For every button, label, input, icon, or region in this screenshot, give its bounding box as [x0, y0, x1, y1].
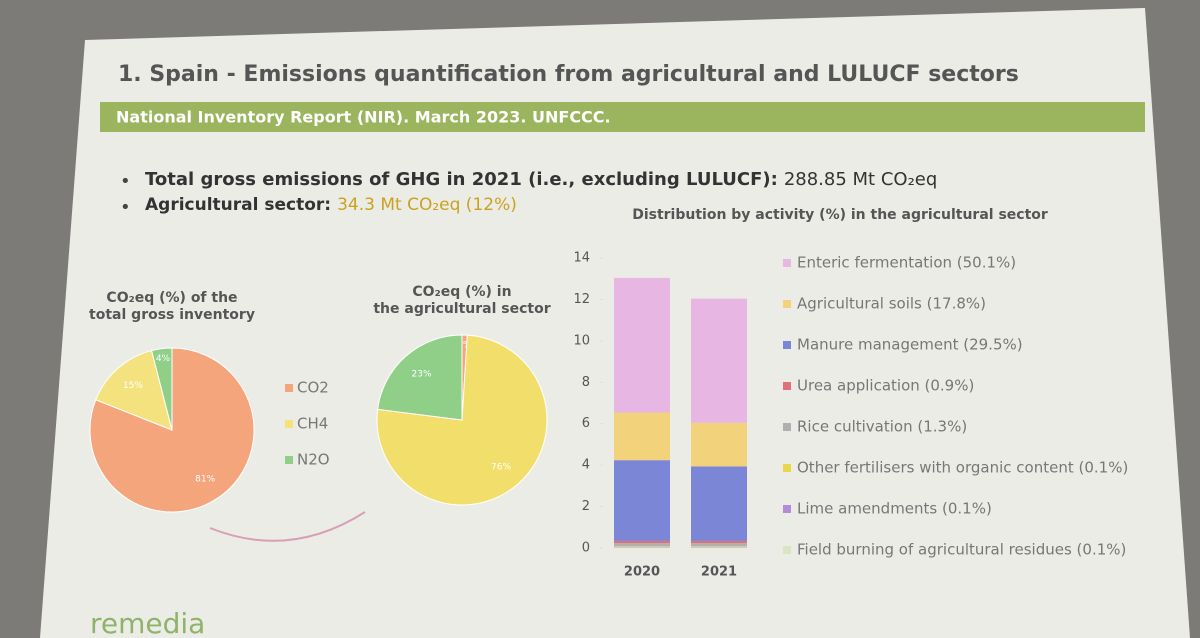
bullet-label: Agricultural sector:	[145, 195, 331, 215]
pie-slice	[95, 349, 173, 431]
legend-swatch	[285, 420, 293, 428]
legend-swatch	[285, 456, 293, 464]
legend-label: CH4	[297, 415, 328, 433]
legend-swatch	[783, 382, 791, 390]
x-tick-label: 2021	[701, 565, 737, 580]
y-tick-label: 2	[582, 499, 590, 514]
legend-label: Enteric fermentation (50.1%)	[797, 254, 1016, 272]
value-label: 76%	[491, 463, 511, 473]
value-label: 1%	[457, 341, 472, 351]
y-tick-label: 4	[582, 458, 590, 473]
legend-label: Rice cultivation (1.3%)	[797, 418, 967, 436]
legend-label: Manure management (29.5%)	[797, 336, 1023, 354]
bullet-text: Total gross emissions of GHG in 2021 (i.…	[145, 169, 937, 190]
y-tick-label: 8	[582, 375, 590, 390]
legend-label: CO2	[297, 379, 329, 397]
value-label: 23%	[412, 370, 432, 380]
legend-label: Field burning of agricultural residues (…	[797, 541, 1126, 559]
value-label: 4%	[156, 354, 171, 364]
legend-label: Lime amendments (0.1%)	[797, 500, 992, 518]
pie-slice	[89, 347, 255, 513]
legend-swatch	[783, 546, 791, 554]
bar-segment	[691, 422, 747, 467]
legend-label: Urea application (0.9%)	[797, 377, 974, 395]
bar-segment	[691, 547, 747, 548]
bullet: •	[120, 197, 131, 218]
value-label: 81%	[195, 474, 215, 484]
y-tick-label: 6	[582, 416, 590, 431]
bar-segment	[614, 460, 670, 541]
bar-segment	[691, 546, 747, 548]
subtitle: National Inventory Report (NIR). March 2…	[116, 108, 611, 127]
legend-label: Agricultural soils (17.8%)	[797, 295, 986, 313]
slide-title: 1. Spain - Emissions quantification from…	[118, 62, 1019, 87]
bullet-label: Total gross emissions of GHG in 2021 (i.…	[145, 169, 778, 190]
y-tick-label: 0	[582, 541, 590, 556]
bar-segment	[614, 540, 670, 544]
chart-title: CO₂eq (%) in the agricultural sector	[373, 284, 550, 317]
bar-segment	[614, 412, 670, 461]
y-tick-label: 14	[573, 251, 590, 266]
legend-label: N2O	[297, 451, 330, 469]
bullet-value: 288.85 Mt CO₂eq	[784, 169, 937, 190]
value-label: 15%	[123, 381, 143, 391]
y-tick-label: 12	[573, 292, 590, 307]
bar-segment	[614, 543, 670, 547]
chart-title: CO₂eq (%) of the total gross inventory	[89, 290, 255, 323]
y-tick-label: 10	[573, 333, 590, 348]
legend-swatch	[783, 341, 791, 349]
bullet-text: Agricultural sector: 34.3 Mt CO₂eq (12%)	[145, 195, 517, 215]
bar-segment	[691, 540, 747, 544]
bullet: •	[120, 171, 131, 192]
bar-segment	[614, 277, 670, 413]
bar-segment	[691, 546, 747, 547]
bar-segment	[614, 546, 670, 548]
bar-segment	[614, 547, 670, 548]
logo: remedia	[90, 607, 205, 638]
legend-swatch	[783, 300, 791, 308]
bar-segment	[614, 546, 670, 547]
legend-label: Other fertilisers with organic content (…	[797, 459, 1128, 477]
x-tick-label: 2020	[624, 565, 660, 580]
legend-swatch	[783, 423, 791, 431]
legend-swatch	[783, 464, 791, 472]
legend-swatch	[783, 259, 791, 267]
pie-slice	[377, 334, 463, 421]
subtitle-bar	[100, 102, 1145, 132]
bar-segment	[691, 466, 747, 541]
arrow	[209, 511, 366, 542]
pie-slice	[150, 347, 173, 431]
bullet-value: 34.3 Mt CO₂eq (12%)	[337, 195, 517, 215]
bar-segment	[691, 543, 747, 547]
bar-segment	[691, 298, 747, 423]
chart-title: Distribution by activity (%) in the agri…	[632, 207, 1048, 223]
legend-swatch	[285, 384, 293, 392]
legend-swatch	[783, 505, 791, 513]
